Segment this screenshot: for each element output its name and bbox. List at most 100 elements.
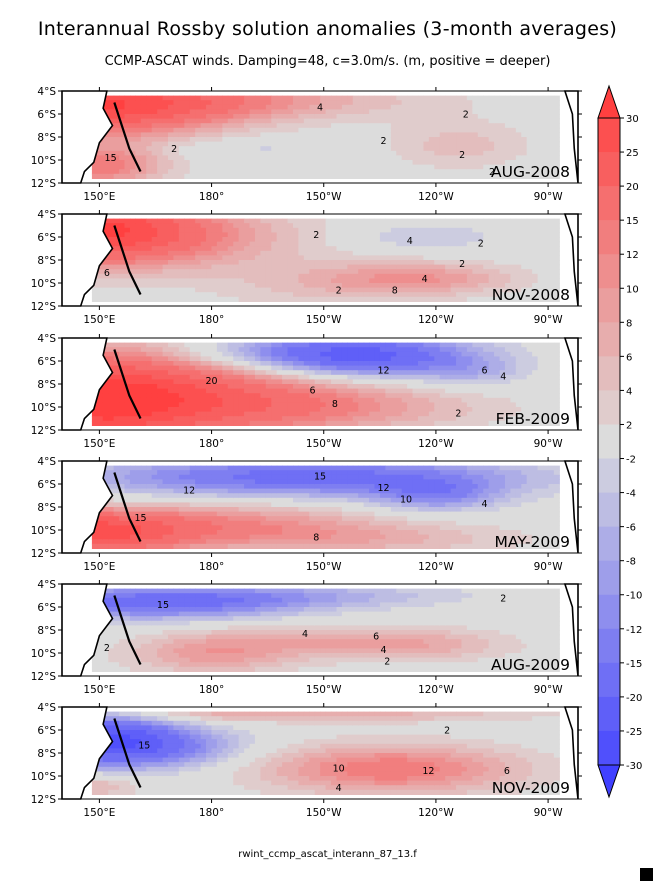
anomaly-cell [249,416,256,422]
anomaly-cell [418,397,425,403]
anomaly-cell [445,218,452,224]
y-tick-label: 10°S [31,278,57,290]
anomaly-cell [287,273,294,279]
anomaly-cell [303,393,310,399]
anomaly-cell [418,365,425,371]
anomaly-cell [320,132,327,138]
anomaly-cell [537,237,544,243]
anomaly-cell [418,269,425,275]
anomaly-cell [293,365,300,371]
anomaly-cell [526,411,533,417]
anomaly-cell [157,227,164,233]
anomaly-cell [396,100,403,106]
anomaly-cell [331,104,338,110]
anomaly-cell [504,361,511,367]
anomaly-cell [450,273,457,279]
anomaly-cell [537,150,544,156]
anomaly-cell [233,347,240,353]
anomaly-cell [254,347,261,353]
anomaly-cell [374,356,381,362]
anomaly-cell [157,287,164,293]
anomaly-cell [450,104,457,110]
anomaly-cell [515,169,522,175]
anomaly-cell [184,273,191,279]
anomaly-cell [483,164,490,170]
anomaly-cell [336,250,343,256]
anomaly-cell [129,534,136,540]
anomaly-cell [347,283,354,289]
anomaly-cell [483,114,490,120]
anomaly-cell [390,374,397,380]
anomaly-cell [439,237,446,243]
anomaly-cell [97,164,104,170]
anomaly-cell [168,393,175,399]
anomaly-cell [102,273,109,279]
anomaly-cell [178,278,185,284]
anomaly-cell [303,104,310,110]
anomaly-cell [287,227,294,233]
anomaly-cell [369,416,376,422]
anomaly-cell [211,127,218,133]
anomaly-cell [303,155,310,161]
anomaly-cell [494,388,501,394]
anomaly-cell [374,411,381,417]
anomaly-cell [151,155,158,161]
anomaly-cell [548,164,555,170]
anomaly-cell [543,370,550,376]
anomaly-cell [135,104,142,110]
anomaly-cell [108,114,115,120]
anomaly-cell [233,379,240,385]
anomaly-cell [543,232,550,238]
anomaly-cell [91,150,98,156]
anomaly-cell [244,287,251,293]
anomaly-cell [293,420,300,426]
anomaly-cell [276,150,283,156]
anomaly-cell [162,420,169,426]
anomaly-cell [271,283,278,289]
anomaly-cell [178,351,185,357]
anomaly-cell [189,416,196,422]
anomaly-cell [499,250,506,256]
anomaly-cell [238,393,245,399]
anomaly-cell [553,141,560,147]
anomaly-cell [543,141,550,147]
anomaly-cell [233,407,240,413]
anomaly-cell [244,402,251,408]
anomaly-cell [320,100,327,106]
anomaly-cell [303,173,310,179]
anomaly-cell [249,347,256,353]
anomaly-cell [309,351,316,357]
anomaly-cell [418,342,425,348]
anomaly-cell [543,407,550,413]
anomaly-cell [314,223,321,229]
anomaly-cell [222,420,229,426]
anomaly-cell [91,347,98,353]
anomaly-cell [119,264,126,270]
anomaly-cell [293,269,300,275]
anomaly-cell [320,123,327,129]
anomaly-cell [456,227,463,233]
anomaly-cell [309,296,316,302]
anomaly-cell [195,227,202,233]
anomaly-cell [233,127,240,133]
anomaly-cell [113,407,120,413]
anomaly-cell [477,416,484,422]
anomaly-cell [325,361,332,367]
anomaly-cell [293,118,300,124]
anomaly-cell [129,416,136,422]
anomaly-cell [293,411,300,417]
anomaly-cell [108,402,115,408]
anomaly-cell [510,123,517,129]
anomaly-cell [227,278,234,284]
anomaly-cell [439,160,446,166]
anomaly-cell [396,114,403,120]
anomaly-cell [450,109,457,115]
anomaly-cell [276,416,283,422]
anomaly-cell [162,146,169,152]
anomaly-cell [233,141,240,147]
anomaly-cell [157,296,164,302]
anomaly-cell [532,342,539,348]
anomaly-cell [282,278,289,284]
anomaly-cell [233,283,240,289]
anomaly-cell [206,114,213,120]
